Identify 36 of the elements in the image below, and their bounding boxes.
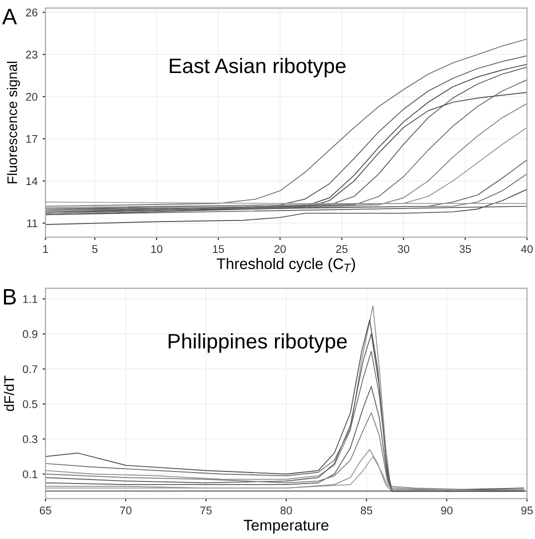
x-tick-label: 20	[274, 245, 286, 253]
x-tick-label: 15	[212, 245, 224, 253]
y-tick-label: 0.9	[22, 330, 38, 338]
text: A	[2, 8, 17, 24]
y-tick-label: 0.7	[22, 365, 38, 374]
annotation: East Asian ribotype	[170, 58, 346, 78]
x-tick-label: 40	[521, 245, 533, 253]
x-tick-label: 85	[360, 506, 372, 514]
y-tick-label: 17	[26, 135, 38, 143]
x-tick-label: 80	[280, 506, 292, 514]
y-tick-label: 0.1	[22, 470, 38, 478]
y-tick-label: 23	[26, 50, 38, 59]
y-axis-title: dF/dT	[4, 376, 14, 412]
y-tick-label: 11	[27, 219, 38, 228]
x-axis-title: Threshold cycle (C$_{T}$)	[216, 258, 355, 272]
y-tick-label: 20	[26, 92, 38, 101]
y-tick-label: 26	[26, 8, 38, 16]
y-tick-label: 1.1	[23, 295, 38, 303]
annotation: Philippines ribotype	[168, 333, 347, 353]
x-tick-label: 75	[200, 506, 212, 514]
x-tick-label: 90	[441, 506, 452, 514]
x-tick-label: 30	[398, 245, 410, 253]
x-tick-label: 25	[336, 245, 348, 253]
x-tick-label: 65	[40, 506, 52, 514]
y-tick-label: 0.5	[22, 400, 38, 408]
text: B	[4, 289, 16, 304]
y-tick-label: 0.3	[22, 435, 38, 444]
x-tick-label: 70	[120, 506, 132, 514]
x-tick-label: 1	[43, 245, 48, 253]
y-tick-label: 14	[26, 177, 38, 185]
x-axis-title: Temperature	[244, 520, 328, 534]
x-tick-label: 95	[521, 506, 533, 514]
x-tick-label: 10	[151, 245, 162, 253]
x-tick-label: 5	[92, 245, 98, 253]
y-axis-title: Fluorescence signal	[6, 62, 20, 184]
x-tick-label: 35	[459, 245, 471, 253]
